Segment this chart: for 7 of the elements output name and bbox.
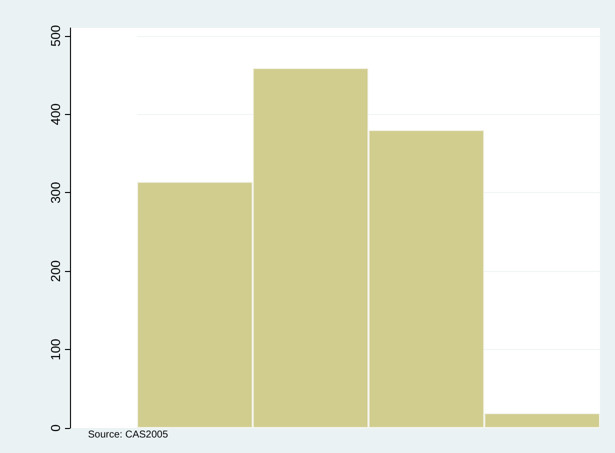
source-note: Source: CAS2005	[88, 430, 168, 440]
y-tick-label: 500	[48, 24, 63, 47]
y-tick-label: 200	[48, 260, 63, 282]
y-tick-label: 100	[48, 338, 63, 360]
y-tick-label: 300	[48, 182, 63, 204]
y-tick-label: 0	[48, 424, 63, 432]
y-tick-label: 400	[48, 103, 63, 126]
